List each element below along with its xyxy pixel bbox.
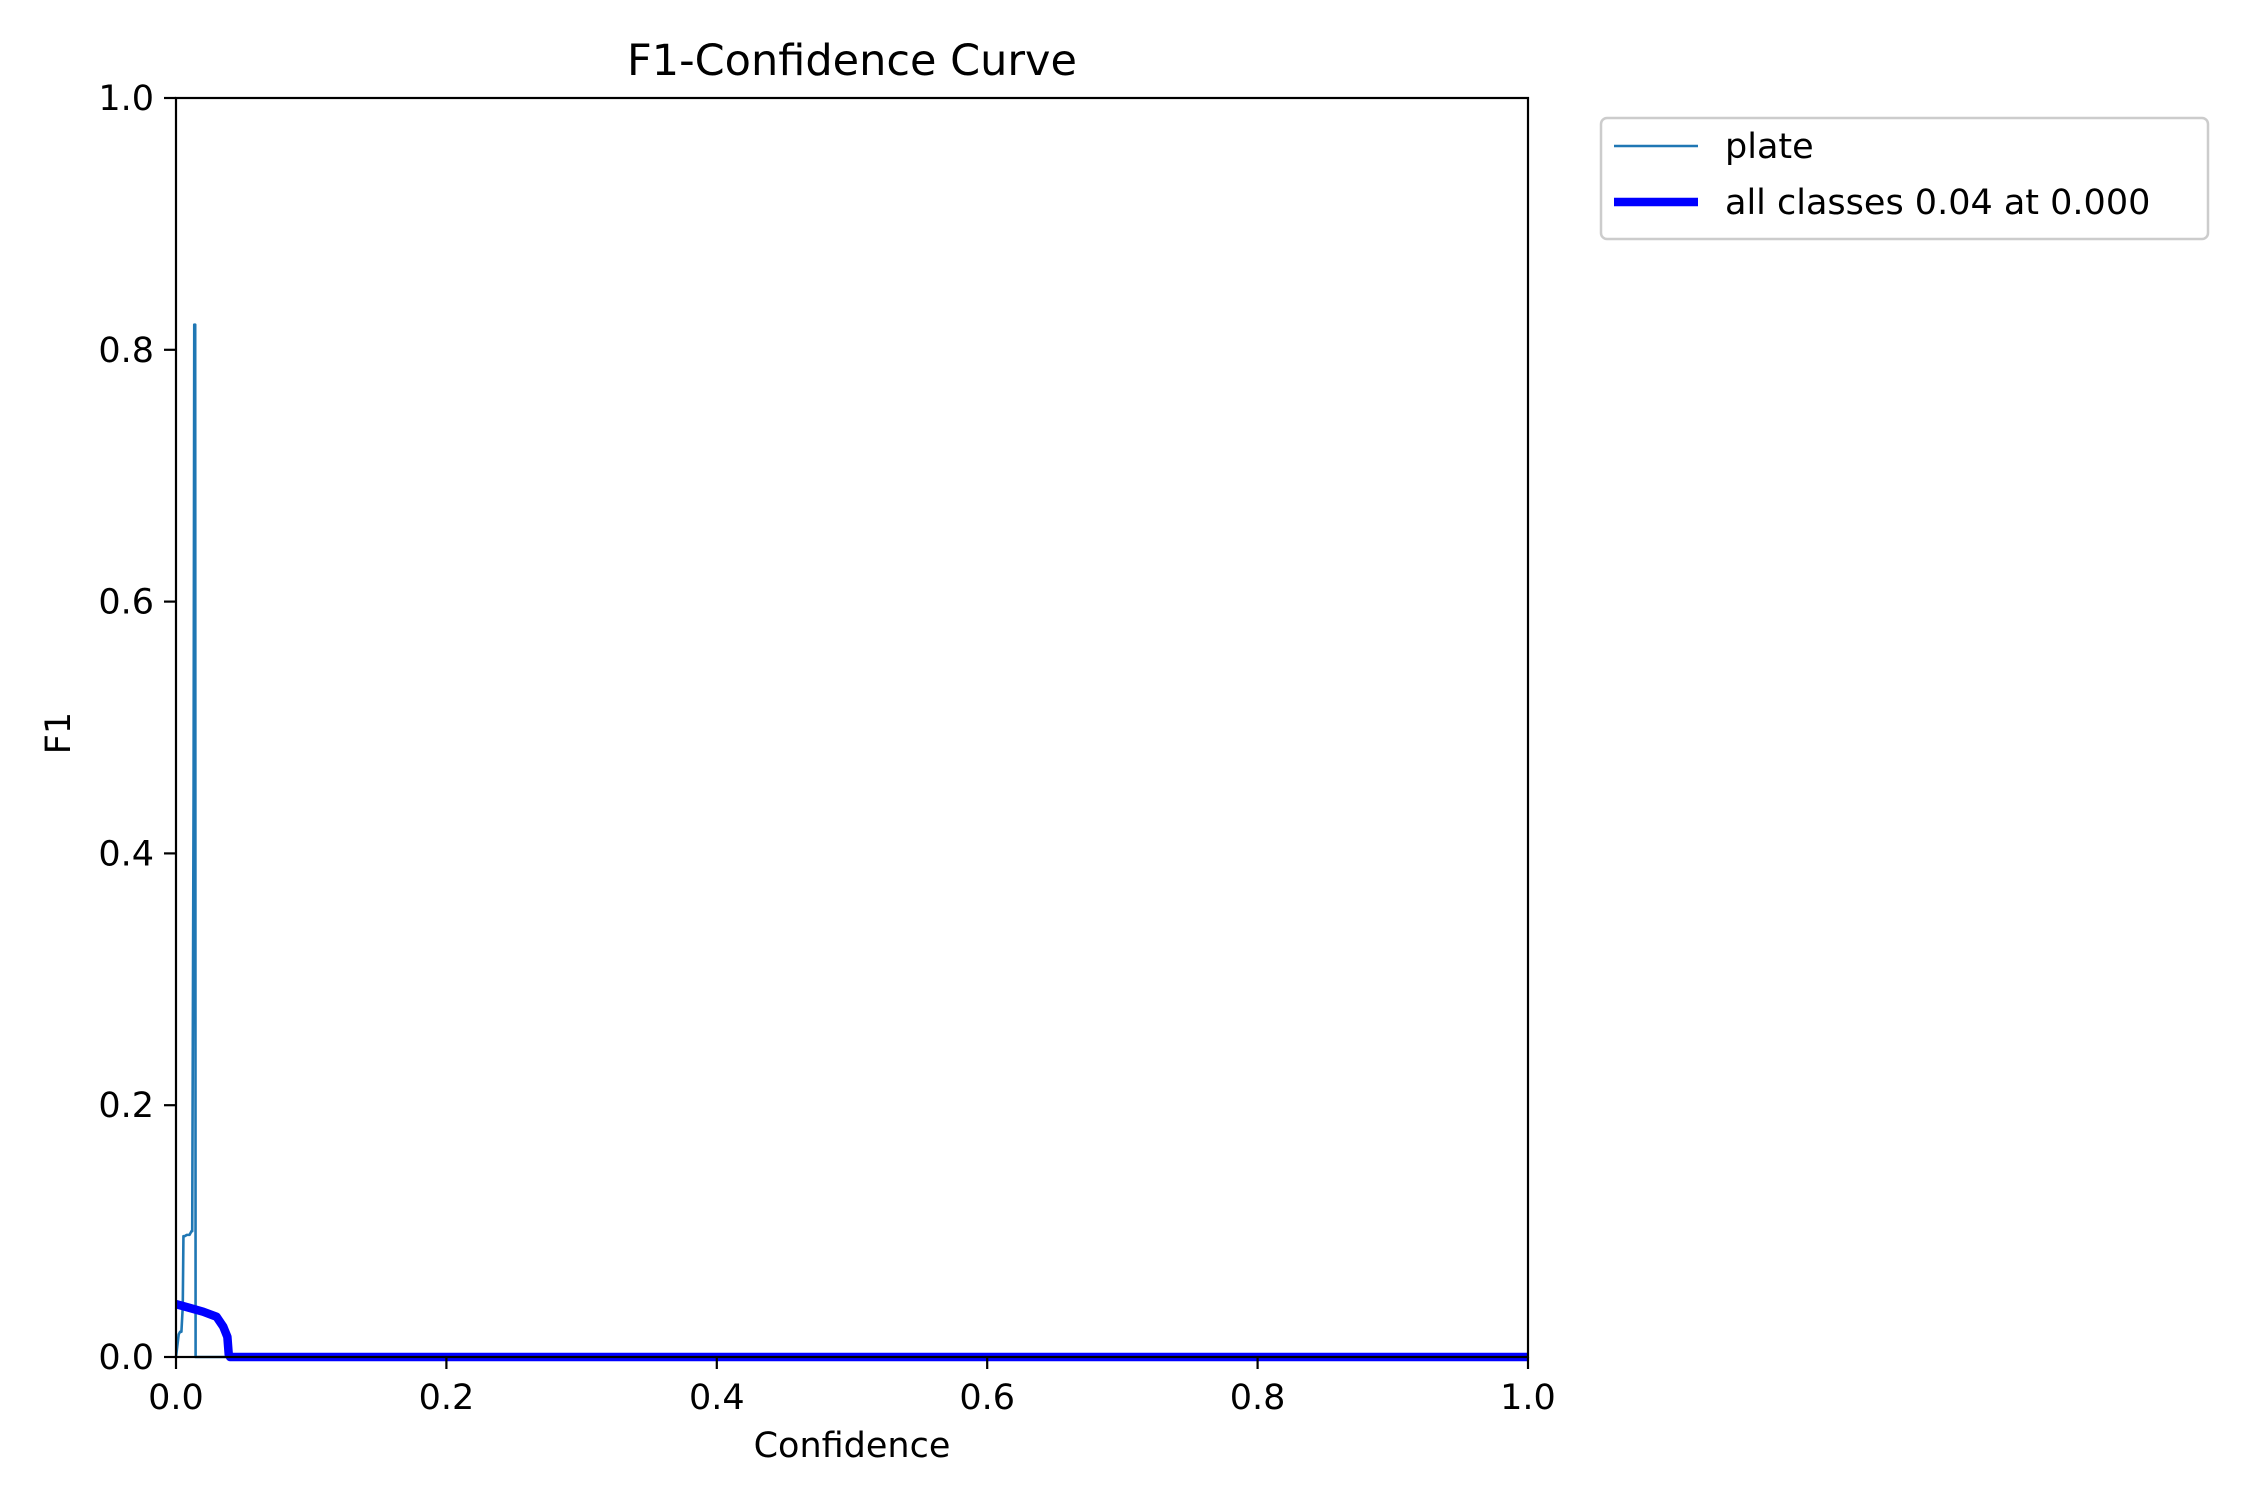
axes-layer: 0.0 0.2 0.4 0.6 0.8 1.0 0.0 0.2 0.4 0.6 0.8 1.0 bbox=[98, 79, 1556, 1418]
x-tick-label: 0.4 bbox=[689, 1378, 745, 1418]
x-tick-label: 1.0 bbox=[1500, 1378, 1556, 1418]
legend-label-all-classes: all classes 0.04 at 0.000 bbox=[1725, 183, 2150, 223]
x-tick-label: 0.6 bbox=[959, 1378, 1015, 1418]
y-tick-label: 0.2 bbox=[98, 1086, 154, 1126]
legend-label-plate: plate bbox=[1725, 127, 1814, 167]
y-tick-label: 1.0 bbox=[98, 79, 154, 119]
y-tick-label: 0.4 bbox=[98, 834, 154, 874]
y-tick-label: 0.0 bbox=[98, 1338, 154, 1378]
x-tick-label: 0.2 bbox=[419, 1378, 475, 1418]
axes-frame bbox=[174, 96, 1530, 1359]
series-line-all-classes bbox=[174, 1300, 1528, 1362]
x-tick-label: 0.8 bbox=[1230, 1378, 1286, 1418]
series-layer bbox=[174, 323, 1528, 1362]
legend-frame bbox=[1599, 116, 2210, 241]
x-tick-label: 0.0 bbox=[148, 1378, 204, 1418]
y-tick-label: 0.8 bbox=[98, 331, 154, 371]
y-tick-label: 0.6 bbox=[98, 583, 154, 623]
x-axis-label: Confidence bbox=[754, 1426, 951, 1466]
y-axis-label: F1 bbox=[39, 712, 79, 754]
chart-title: F1-Confidence Curve bbox=[627, 36, 1077, 86]
legend: plate all classes 0.04 at 0.000 bbox=[1599, 116, 2210, 241]
series-line-plate bbox=[174, 323, 1528, 1359]
